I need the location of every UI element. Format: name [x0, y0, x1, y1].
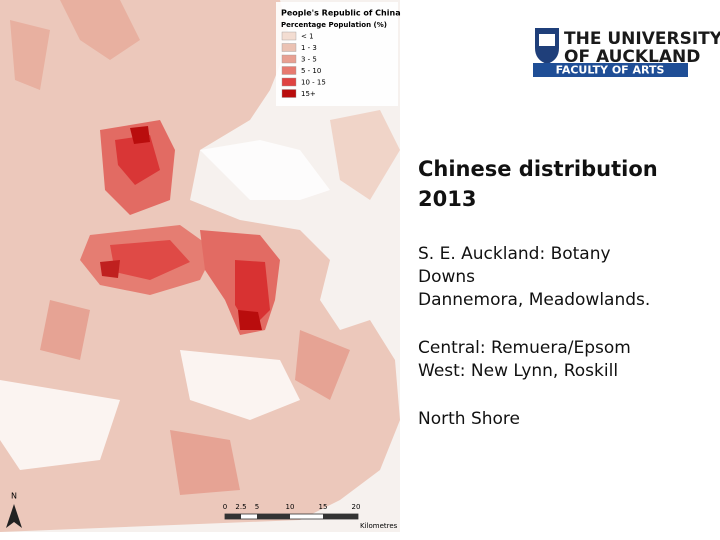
body-line: Central: Remuera/Epsom	[418, 338, 631, 358]
legend-label: 15+	[301, 90, 316, 98]
legend-label: 10 - 15	[301, 79, 326, 87]
legend-swatch	[281, 89, 297, 98]
legend-label: 3 - 5	[301, 56, 317, 64]
scale-bar: Kilometres 0 2.5 5 10 15 20	[223, 503, 398, 530]
scale-tick-label: 5	[255, 503, 259, 511]
legend-swatch	[281, 54, 297, 64]
scale-tick-label: 10	[286, 503, 295, 511]
legend-swatch	[281, 66, 297, 75]
legend-label: 5 - 10	[301, 67, 321, 75]
slide-title: 2013	[418, 187, 476, 211]
text-content: Chinese distribution 2013 S. E. Auckland: …	[418, 157, 658, 429]
legend-swatch	[281, 43, 297, 52]
slide-title: Chinese distribution	[418, 157, 658, 181]
legend-box	[276, 2, 398, 106]
legend-subtitle: Percentage Population (%)	[281, 21, 387, 29]
legend-title: People's Republic of China	[281, 9, 401, 18]
north-arrow: N	[6, 492, 22, 528]
logo-line1: THE UNIVERSITY	[564, 29, 720, 49]
scale-tick-label: 2.5	[235, 503, 246, 511]
scale-tick-label: 0	[223, 503, 227, 511]
legend-label: < 1	[301, 33, 314, 41]
legend-label: 1 - 3	[301, 44, 317, 52]
legend-swatch	[281, 31, 297, 41]
body-line: Dannemora, Meadowlands.	[418, 290, 650, 310]
north-label: N	[11, 492, 17, 501]
legend: People's Republic of China Percentage Po…	[276, 2, 401, 106]
scale-unit: Kilometres	[360, 522, 398, 530]
body-line: North Shore	[418, 409, 520, 429]
body-line: S. E. Auckland: Botany	[418, 244, 611, 264]
scale-tick-label: 15	[319, 503, 328, 511]
scale-tick-label: 20	[352, 503, 361, 511]
logo-line2: OF AUCKLAND	[564, 47, 700, 67]
legend-swatch	[281, 77, 297, 87]
body-line: West: New Lynn, Roskill	[418, 361, 618, 381]
logo-faculty: FACULTY OF ARTS	[556, 64, 665, 77]
body-line: Downs	[418, 267, 475, 287]
logo: THE UNIVERSITY OF AUCKLAND FACULTY OF AR…	[533, 28, 720, 77]
